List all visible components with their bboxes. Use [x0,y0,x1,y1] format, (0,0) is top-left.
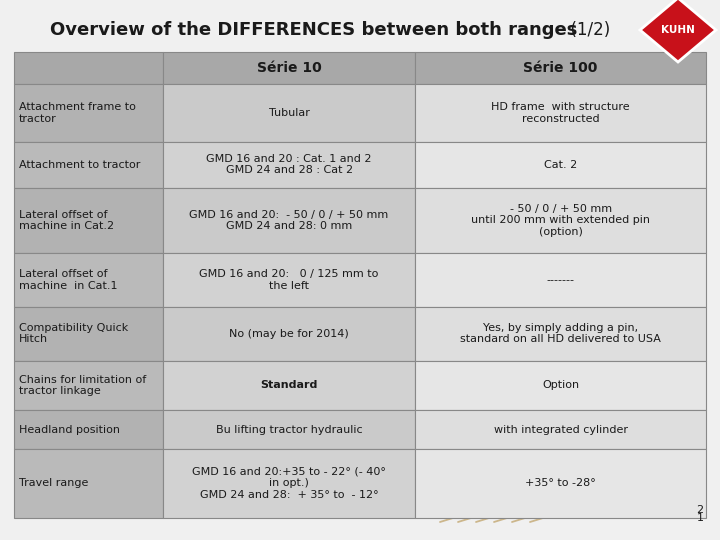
Text: Standard: Standard [261,381,318,390]
Text: Bu lifting tractor hydraulic: Bu lifting tractor hydraulic [216,424,362,435]
Text: Cat. 2: Cat. 2 [544,160,577,170]
Text: GMD 16 and 20:   0 / 125 mm to
the left: GMD 16 and 20: 0 / 125 mm to the left [199,269,379,291]
Text: 1: 1 [696,513,703,523]
Text: GMD 16 and 20:+35 to - 22° (- 40°
in opt.)
GMD 24 and 28:  + 35° to  - 12°: GMD 16 and 20:+35 to - 22° (- 40° in opt… [192,467,386,500]
Bar [14,410,163,449]
Bar [14,307,163,361]
Text: Travel range: Travel range [19,478,89,489]
Text: HD frame  with structure
reconstructed: HD frame with structure reconstructed [491,102,630,124]
Text: Attachment to tractor: Attachment to tractor [19,160,140,170]
Bar [163,307,415,361]
Bar [415,449,706,518]
Text: Tubular: Tubular [269,108,310,118]
Bar [415,52,706,84]
Bar [415,141,706,188]
Text: -------: ------- [546,275,575,285]
Text: GMD 16 and 20 : Cat. 1 and 2
GMD 24 and 28 : Cat 2: GMD 16 and 20 : Cat. 1 and 2 GMD 24 and … [207,154,372,176]
Text: with integrated cylinder: with integrated cylinder [494,424,628,435]
Bar [163,188,415,253]
Bar [163,84,415,141]
Bar [163,410,415,449]
Bar [163,141,415,188]
Text: - 50 / 0 / + 50 mm
until 200 mm with extended pin
(option): - 50 / 0 / + 50 mm until 200 mm with ext… [471,204,650,237]
Bar [14,84,163,141]
Bar [163,449,415,518]
Text: Compatibility Quick
Hitch: Compatibility Quick Hitch [19,323,128,345]
Bar [14,449,163,518]
Text: Headland position: Headland position [19,424,120,435]
Bar [14,253,163,307]
Bar [14,52,163,84]
Bar [415,361,706,410]
Bar [14,141,163,188]
Text: Série 10: Série 10 [257,61,321,75]
Text: Chains for limitation of
tractor linkage: Chains for limitation of tractor linkage [19,375,146,396]
Bar [415,410,706,449]
Bar [415,307,706,361]
Bar [415,84,706,141]
Bar [163,361,415,410]
Text: (1/2): (1/2) [560,21,611,39]
Text: KUHN: KUHN [661,25,695,35]
Bar [415,188,706,253]
Text: No (may be for 2014): No (may be for 2014) [229,329,349,339]
Bar [415,253,706,307]
Text: Lateral offset of
machine in Cat.2: Lateral offset of machine in Cat.2 [19,210,114,231]
Text: Attachment frame to
tractor: Attachment frame to tractor [19,102,136,124]
Polygon shape [640,0,716,62]
Text: Lateral offset of
machine  in Cat.1: Lateral offset of machine in Cat.1 [19,269,117,291]
Bar [14,361,163,410]
Text: 2: 2 [696,505,703,515]
Text: Option: Option [542,381,580,390]
Text: GMD 16 and 20:  - 50 / 0 / + 50 mm
GMD 24 and 28: 0 mm: GMD 16 and 20: - 50 / 0 / + 50 mm GMD 24… [189,210,389,231]
Text: Série 100: Série 100 [523,61,598,75]
Text: Overview of the DIFFERENCES between both ranges: Overview of the DIFFERENCES between both… [50,21,577,39]
Text: Yes, by simply adding a pin,
standard on all HD delivered to USA: Yes, by simply adding a pin, standard on… [460,323,661,345]
Bar [14,188,163,253]
Bar [163,253,415,307]
Bar [163,52,415,84]
Text: +35° to -28°: +35° to -28° [526,478,596,489]
